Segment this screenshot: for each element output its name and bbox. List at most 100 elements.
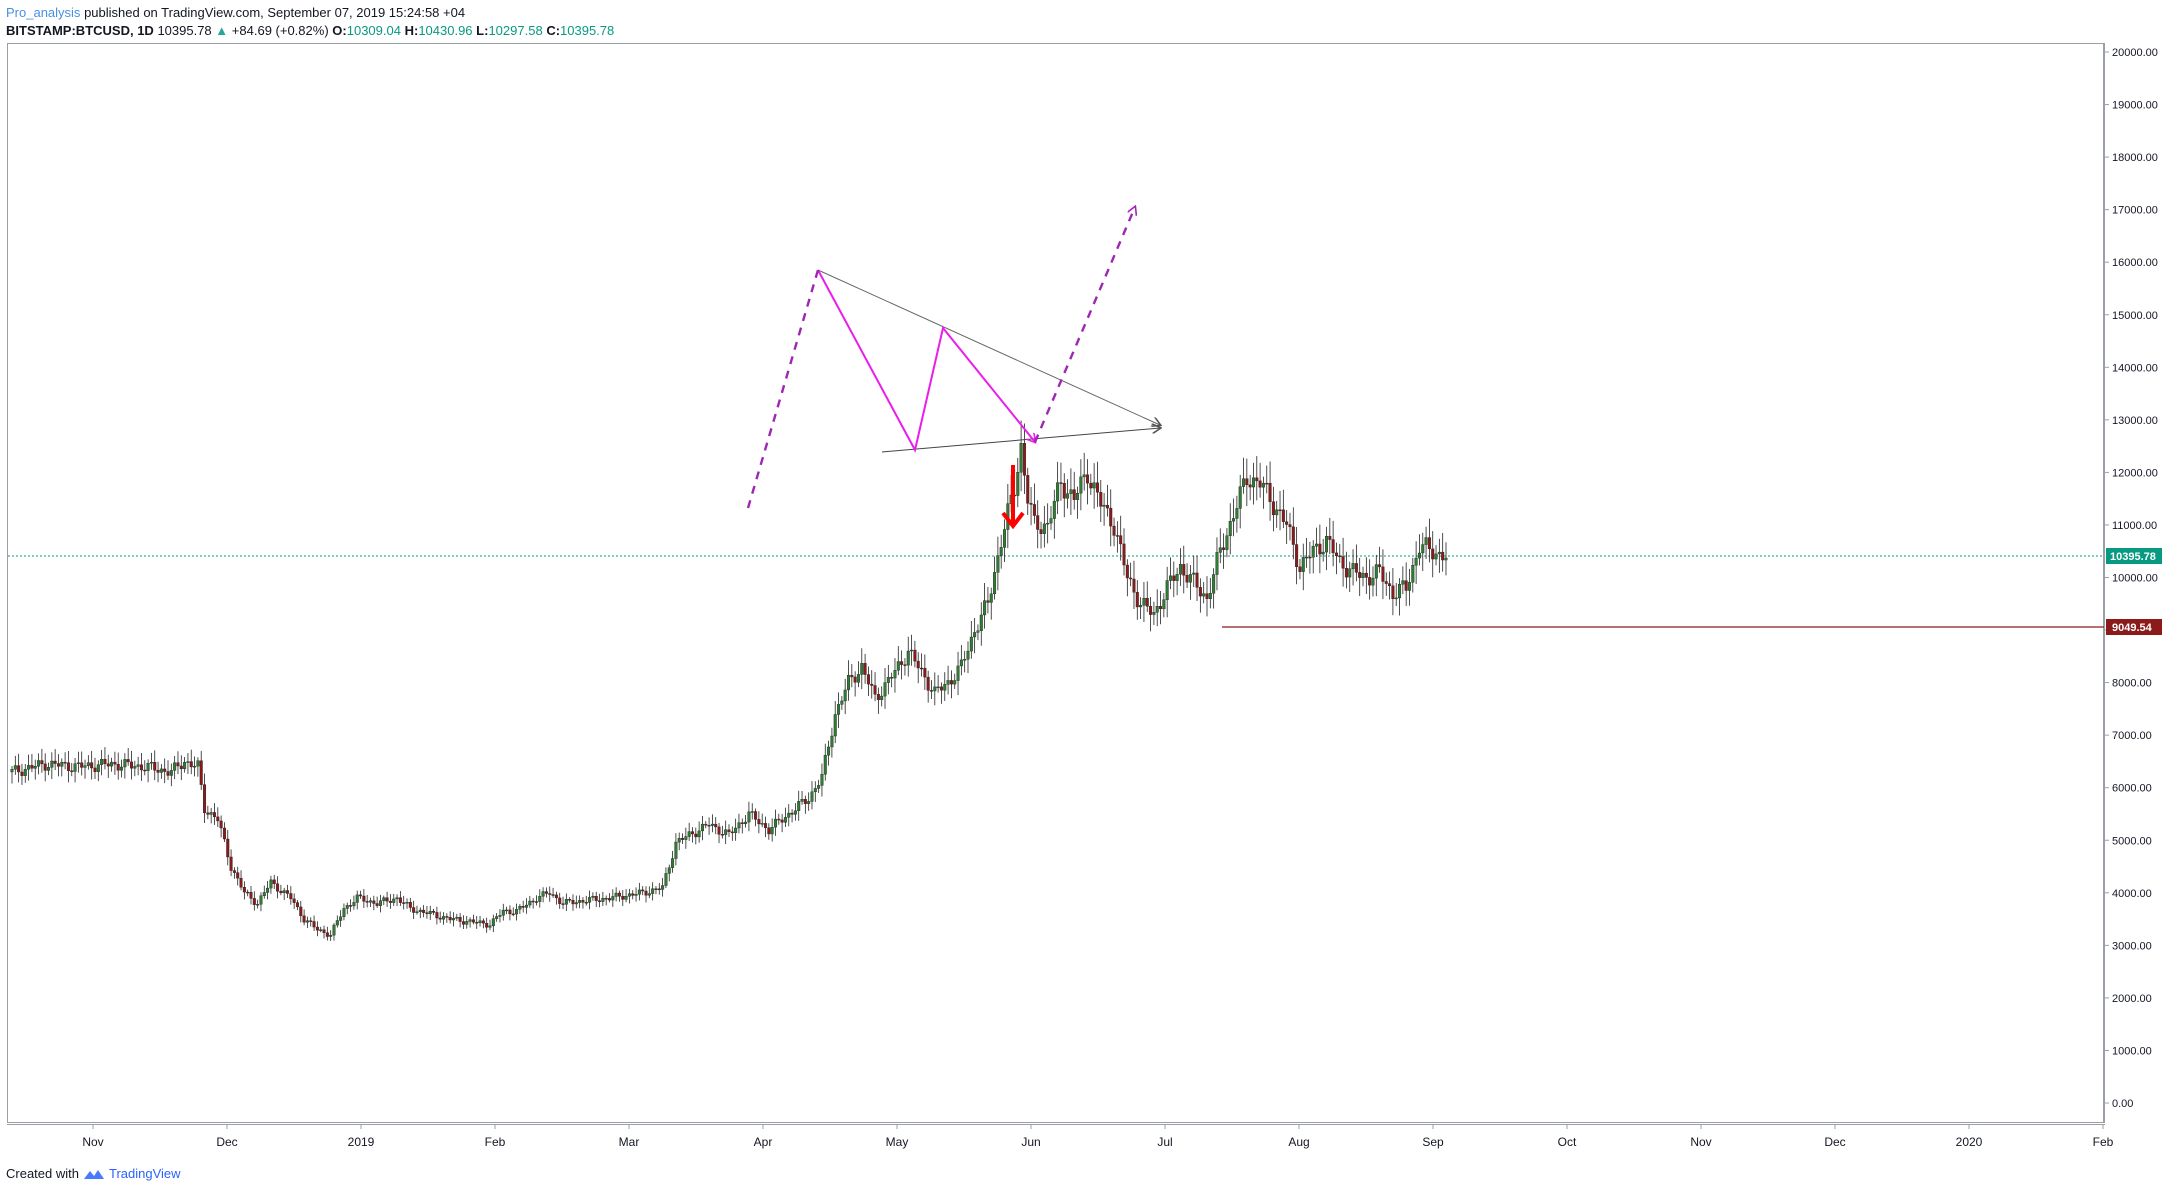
candle-body [515, 909, 519, 915]
candle-body [1066, 493, 1070, 499]
candle-body [923, 667, 927, 678]
ohlc-legend: BITSTAMP:BTCUSD, 1D 10395.78 ▲ +84.69 (+… [6, 22, 614, 40]
candle-body [803, 799, 807, 804]
time-tick-label: Apr [754, 1135, 773, 1149]
candle-body [495, 916, 499, 919]
candle-body [442, 916, 446, 920]
projection-left[interactable] [746, 269, 820, 509]
candle-body [76, 762, 80, 764]
candle-body [1371, 577, 1375, 586]
candle-body [143, 769, 147, 772]
triangle-upper-trendline[interactable] [817, 269, 1160, 425]
candle-body [96, 764, 100, 772]
time-tick-label: May [886, 1135, 909, 1149]
candle-body [1311, 545, 1315, 558]
time-axis[interactable]: Nov Dec 2019 Feb Mar Apr May Jun Jul Aug Sep Oct Nov… [82, 1124, 2114, 1149]
price-tick-label: 3000.00 [2112, 940, 2152, 952]
candle-body [1185, 575, 1189, 583]
candle-body [329, 934, 333, 937]
candle-body [1341, 556, 1345, 569]
projection-right[interactable] [1033, 207, 1135, 443]
candle-body [199, 760, 203, 785]
candle-body [594, 896, 598, 901]
candle-body [378, 900, 382, 906]
candle-body [770, 827, 774, 835]
chart-header: Pro_analysis published on TradingView.co… [6, 4, 614, 40]
publisher-link[interactable]: Pro_analysis [6, 5, 81, 20]
candle-body [1431, 548, 1435, 560]
candle-body [707, 824, 711, 827]
candle-body [352, 902, 356, 907]
triangle-lower-trendline[interactable] [881, 428, 1160, 453]
time-tick-label: Feb [2093, 1135, 2114, 1149]
candle-body [1039, 529, 1043, 534]
candle-body [232, 870, 236, 873]
candle-body [276, 883, 280, 892]
candle-body [946, 680, 950, 685]
candle-body [571, 900, 575, 905]
price-tick-label: 13000.00 [2112, 415, 2158, 427]
candle-body [1238, 486, 1242, 509]
candle-body [621, 896, 625, 900]
candle-body [412, 907, 416, 913]
candle-body [983, 600, 987, 616]
support-price-tag: 9049.54 [2106, 619, 2162, 635]
candle-body [103, 759, 107, 764]
candle-body [332, 924, 336, 936]
candle-body [1245, 478, 1249, 486]
candle-body [1298, 566, 1302, 572]
price-axis[interactable]: 20000.00 19000.00 18000.00 17000.00 16000.00… [2104, 47, 2158, 1110]
candle-body [953, 680, 957, 685]
candle-body [840, 700, 844, 705]
candle-body [876, 694, 880, 700]
candle-body [1324, 535, 1328, 553]
price-tick-label: 16000.00 [2112, 257, 2158, 269]
candle-body [53, 760, 57, 764]
candle-body [561, 903, 565, 905]
candle-body [986, 600, 990, 603]
candle-body [1291, 526, 1295, 545]
candle-body [963, 659, 967, 661]
time-tick-label: Nov [1690, 1135, 1711, 1149]
candle-body [1032, 504, 1036, 516]
candle-body [501, 909, 505, 916]
zigzag-pattern[interactable] [817, 269, 1035, 453]
candle-body [1301, 557, 1305, 572]
candle-body [664, 873, 668, 886]
chart-pane[interactable] [7, 43, 2104, 1123]
candle-body [714, 823, 718, 828]
candle-body [548, 893, 552, 895]
candle-body [153, 762, 157, 771]
candle-body [485, 922, 489, 928]
candle-body [793, 810, 797, 815]
candle-body [800, 799, 804, 802]
tradingview-brand[interactable]: TradingView [108, 1166, 181, 1181]
current-price-tag: 10395.78 [2106, 548, 2162, 564]
candle-body [448, 917, 452, 921]
candle-body [372, 900, 376, 904]
candle-body [939, 686, 943, 691]
candle-body [820, 774, 824, 786]
candle-body [1072, 489, 1076, 500]
candle-body [100, 759, 104, 765]
candle-body [176, 762, 180, 767]
candle-body [309, 920, 313, 922]
candle-body [1381, 566, 1385, 582]
candle-body [617, 892, 621, 897]
candle-body [365, 901, 369, 903]
candle-body [189, 761, 193, 768]
candle-body [395, 897, 399, 900]
candle-body [681, 838, 685, 840]
candle-body [969, 636, 973, 652]
candle-body [398, 897, 402, 903]
candle-body [976, 630, 980, 633]
candle-body [43, 763, 47, 771]
candle-body [66, 762, 70, 771]
candle-body [1022, 443, 1026, 476]
price-tick-label: 0.00 [2112, 1098, 2133, 1110]
drawings-layer[interactable] [746, 207, 1160, 530]
candle-body [880, 695, 884, 700]
candle-body [1404, 580, 1408, 591]
time-tick-label: Feb [485, 1135, 506, 1149]
